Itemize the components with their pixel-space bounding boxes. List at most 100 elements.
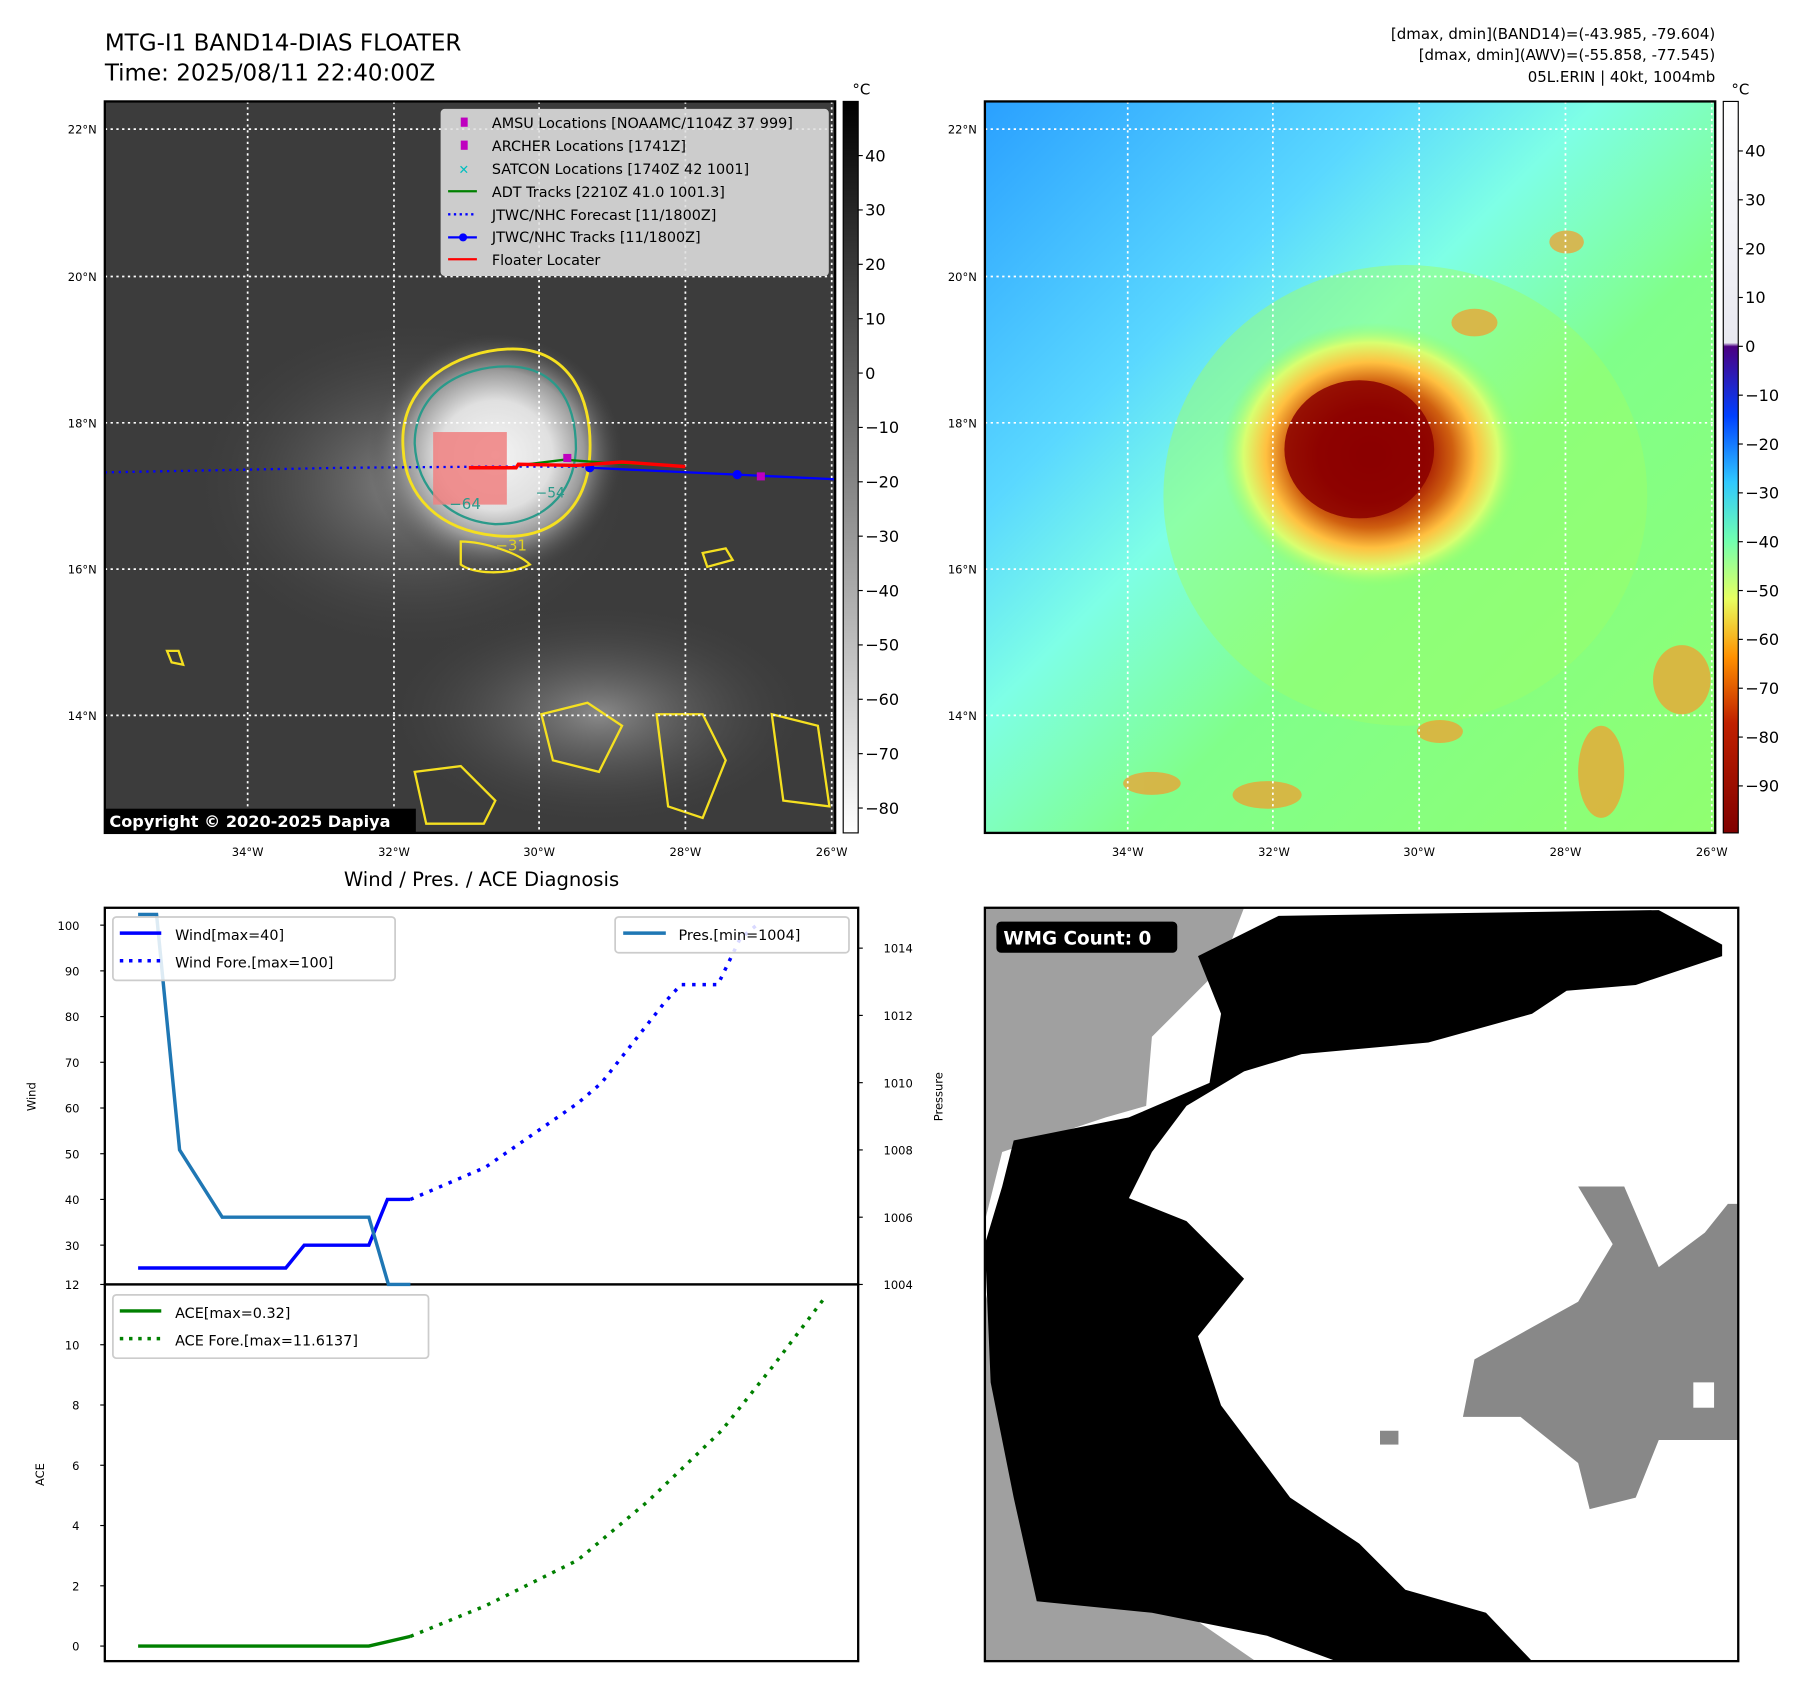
lon-tick-label: 26°W: [816, 845, 848, 859]
colorbar-tick-label: 30: [1745, 191, 1766, 210]
contour-label: −64: [449, 495, 481, 513]
map-legend: ✕ AMSU Locations [NOAAMC/1104Z 37 999] A…: [440, 108, 829, 276]
lon-tick-label: 32°W: [1258, 845, 1290, 859]
lon-tick-label: 28°W: [670, 845, 702, 859]
wmg-panel: WMG Count: 0: [984, 907, 1739, 1662]
colorbar-tick-label: −50: [1745, 581, 1779, 600]
info-awv: [dmax, dmin](AWV)=(-55.858, -77.545): [1419, 46, 1715, 64]
pressure-axis-label: Pressure: [931, 1072, 945, 1121]
legend-adt: ADT Tracks [2210Z 41.0 1001.3]: [492, 185, 725, 201]
lon-tick-label: 26°W: [1696, 845, 1728, 859]
colorbar-tick-label: −30: [865, 527, 899, 546]
chart-title: Wind / Pres. / ACE Diagnosis: [344, 868, 619, 891]
lat-tick-label: 20°N: [68, 270, 97, 284]
ace-tick-label: 4: [72, 1519, 79, 1533]
lat-tick-label: 22°N: [948, 123, 977, 137]
ace-axis-label: ACE: [33, 1463, 47, 1486]
legend-amsu: AMSU Locations [NOAAMC/1104Z 37 999]: [492, 116, 793, 132]
lat-tick-label: 22°N: [68, 123, 97, 137]
colorbar-tick-label: 20: [1745, 239, 1766, 258]
wind-tick-label: 80: [65, 1010, 80, 1024]
colorbar-tick-label: −80: [865, 799, 899, 818]
ace-tick-label: 6: [72, 1459, 79, 1473]
colorbar-tick-label: −90: [1745, 777, 1779, 796]
colorbar-ir: [842, 100, 859, 834]
ace-tick-label: 2: [72, 1579, 79, 1593]
colorbar-tick-label: 0: [865, 364, 875, 383]
colorbar-unit: °C: [1731, 81, 1749, 99]
forecast-track: [104, 465, 588, 474]
svg-text:✕: ✕: [458, 162, 469, 177]
colorbar-tick-label: 0: [1745, 337, 1755, 356]
legend-wind-forecast: Wind Fore.[max=100]: [175, 956, 333, 972]
colorbar-tick-label: −30: [1745, 484, 1779, 503]
lat-tick-label: 16°N: [68, 563, 97, 577]
info-storm: 05L.ERIN | 40kt, 1004mb: [1528, 68, 1715, 86]
colorbar-tick-label: −10: [865, 418, 899, 437]
contour-label: −31: [495, 537, 527, 555]
ace-line: [138, 1634, 411, 1648]
colorbar-tick-label: 40: [865, 146, 886, 165]
legend-wind: Wind[max=40]: [175, 928, 284, 944]
colorbar-tick-label: 40: [1745, 142, 1766, 161]
info-band14: [dmax, dmin](BAND14)=(-43.985, -79.604): [1391, 25, 1715, 43]
legend-forecast: JTWC/NHC Forecast [11/1800Z]: [491, 208, 716, 224]
lon-tick-label: 32°W: [378, 845, 410, 859]
colorbar-tick-label: −20: [1745, 435, 1779, 454]
legend-ace-forecast: ACE Fore.[max=11.6137]: [175, 1334, 358, 1350]
colorbar-tick-label: −40: [865, 581, 899, 600]
pressure-tick-label: 1010: [884, 1076, 913, 1090]
wmg-count: WMG Count: 0: [1003, 929, 1151, 950]
lon-tick-label: 28°W: [1550, 845, 1582, 859]
colorbar-tick-label: 30: [865, 201, 886, 220]
plot-title: MTG-I1 BAND14-DIAS FLOATER: [105, 31, 462, 57]
lat-tick-label: 16°N: [948, 563, 977, 577]
ace-legend: ACE[max=0.32] ACE Fore.[max=11.6137]: [112, 1293, 430, 1360]
legend-ace: ACE[max=0.32]: [175, 1306, 290, 1322]
floater-locater: [468, 460, 686, 470]
lat-tick-label: 14°N: [948, 709, 977, 723]
lat-tick-label: 20°N: [948, 270, 977, 284]
contour-label: −54: [536, 486, 565, 502]
wind-axis-label: Wind: [25, 1082, 39, 1111]
wind-tick-label: 90: [65, 964, 80, 978]
legend-floater: Floater Locater: [492, 253, 601, 269]
colorbar-tick-label: −10: [1745, 386, 1779, 405]
ace-tick-label: 10: [65, 1338, 80, 1352]
lon-tick-label: 30°W: [523, 845, 555, 859]
legend-archer: ARCHER Locations [1741Z]: [492, 139, 686, 155]
pressure-tick-label: 1006: [884, 1211, 913, 1225]
colorbar-tick-label: −50: [865, 636, 899, 655]
colorbar-tick-label: −70: [1745, 679, 1779, 698]
wind-tick-label: 40: [65, 1193, 80, 1207]
colorbar-unit: °C: [852, 81, 870, 99]
pressure-tick-label: 1014: [884, 942, 913, 956]
lat-tick-label: 18°N: [68, 416, 97, 430]
colorbar-tick-label: −70: [865, 744, 899, 763]
ace-tick-label: 12: [65, 1278, 80, 1292]
lat-tick-label: 18°N: [948, 416, 977, 430]
plot-time: Time: 2025/08/11 22:40:00Z: [104, 61, 436, 87]
colorbar-tick-label: −80: [1745, 728, 1779, 747]
colorbar-tick-label: −20: [865, 473, 899, 492]
track-point: [732, 470, 742, 480]
colorbar-awv: [1722, 100, 1739, 834]
pressure-tick-label: 1008: [884, 1144, 913, 1158]
wind-legend: Wind[max=40] Wind Fore.[max=100]: [112, 916, 396, 982]
legend-tracks: JTWC/NHC Tracks [11/1800Z]: [491, 230, 701, 246]
ace-tick-label: 0: [72, 1640, 79, 1654]
wind-tick-label: 60: [65, 1102, 80, 1116]
awv-map: [984, 101, 1716, 833]
legend-satcon: SATCON Locations [1740Z 42 1001]: [492, 162, 749, 178]
colorbar-tick-label: −40: [1745, 532, 1779, 551]
wind-tick-label: 50: [65, 1147, 80, 1161]
lon-tick-label: 34°W: [1112, 845, 1144, 859]
colorbar-tick-label: −60: [865, 690, 899, 709]
wind-tick-label: 70: [65, 1056, 80, 1070]
ace-tick-label: 8: [72, 1399, 79, 1413]
legend-pressure: Pres.[min=1004]: [678, 928, 800, 944]
lon-tick-label: 30°W: [1403, 845, 1435, 859]
wind-line: [138, 1197, 411, 1270]
colorbar-tick-label: −60: [1745, 630, 1779, 649]
